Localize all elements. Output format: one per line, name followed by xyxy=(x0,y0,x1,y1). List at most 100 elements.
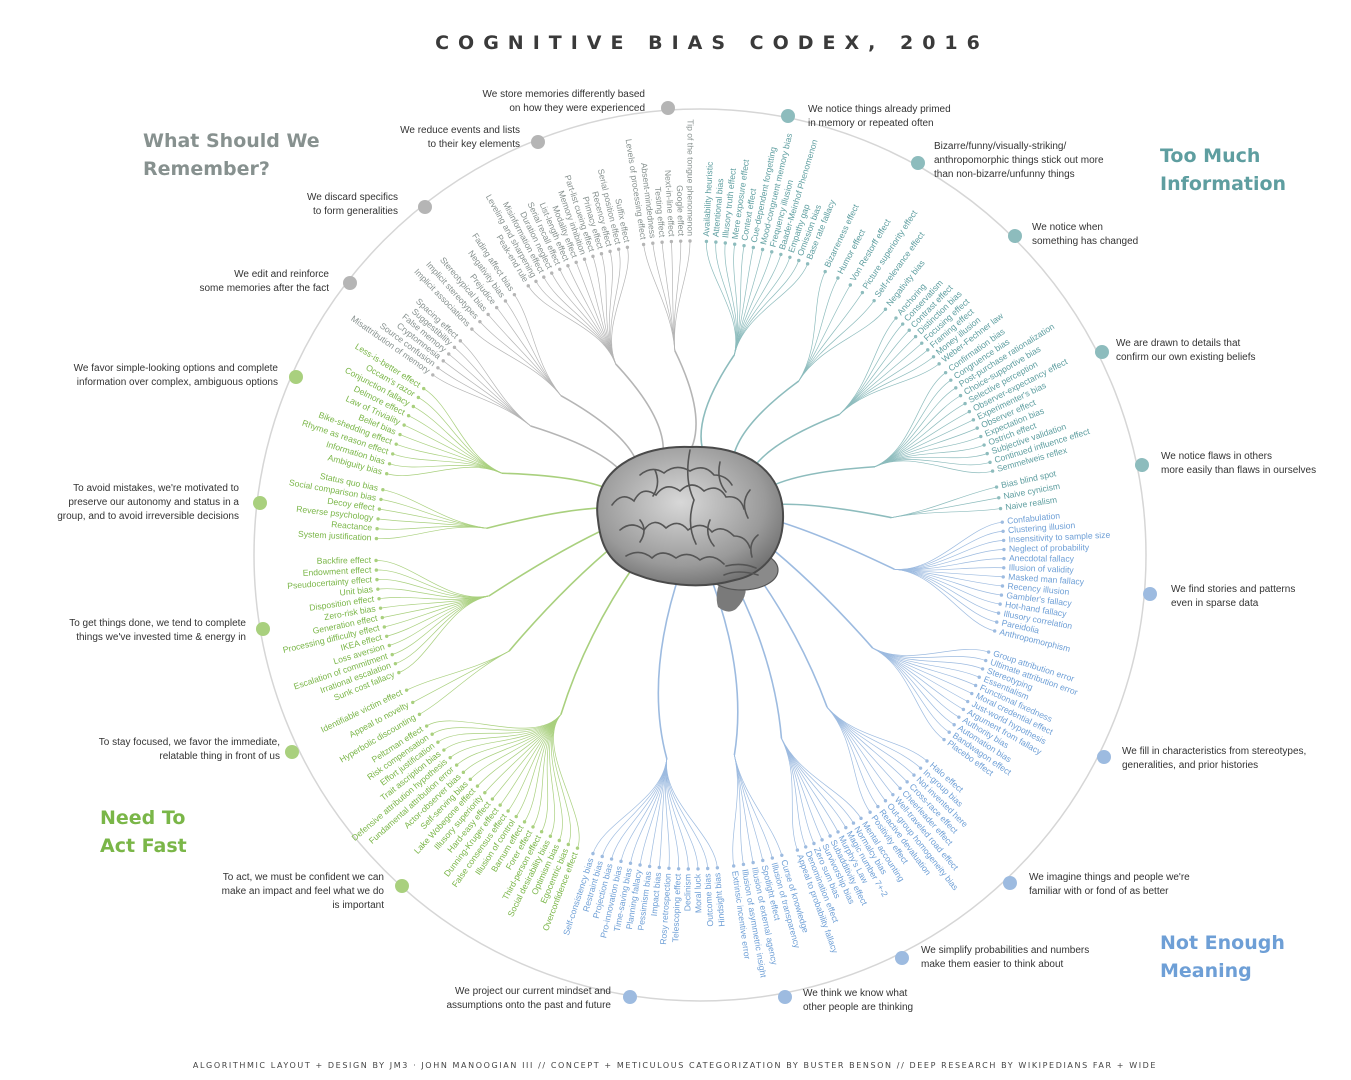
bias-dot xyxy=(379,497,383,502)
group-node-dot xyxy=(1097,750,1111,764)
bias-dot xyxy=(461,770,466,775)
branch-line xyxy=(674,240,691,351)
bias-dot xyxy=(971,418,976,422)
bias-dot xyxy=(836,830,840,834)
branch-line xyxy=(826,707,879,807)
trunk-line xyxy=(768,503,892,519)
bias-label: Testing effect xyxy=(653,186,668,238)
trunk-line xyxy=(761,465,876,492)
branch-line xyxy=(798,309,886,382)
bias-dot xyxy=(859,816,863,821)
group-node-dot xyxy=(1095,345,1109,359)
bias-dot xyxy=(557,838,561,843)
branch-line xyxy=(839,356,934,415)
quadrant-titles: Too Much Information Not Enough Meaning Need… xyxy=(100,130,1286,982)
bias-dot xyxy=(704,239,709,244)
bias-dot xyxy=(616,247,621,251)
branch-line xyxy=(891,508,1001,518)
branch-line xyxy=(398,595,490,673)
bias-dot xyxy=(431,373,435,377)
branch-line xyxy=(872,647,950,733)
bias-dot xyxy=(575,846,580,850)
group-label: To get things done, we tend to complete xyxy=(69,618,246,629)
branch-line xyxy=(559,269,617,365)
trunk-line xyxy=(700,354,736,462)
branch-line xyxy=(666,758,699,869)
group-node-dot xyxy=(253,496,267,510)
bias-dot xyxy=(377,507,382,511)
branch-line xyxy=(505,300,562,396)
bias-dot xyxy=(574,260,578,265)
group-label: To avoid mistakes, we're motivated to xyxy=(73,483,239,494)
trunk-line xyxy=(760,539,874,649)
group-label: even in sparse data xyxy=(1171,598,1259,609)
quadrant-title: Not Enough xyxy=(1160,932,1285,954)
branch-line xyxy=(673,241,682,351)
group-label: to form generalities xyxy=(313,206,398,217)
group-label: preserve our autonomy and status in a xyxy=(68,497,239,508)
group-node-dot xyxy=(256,622,270,636)
bias-label: Hindsight bias xyxy=(712,872,727,927)
bias-dot xyxy=(797,258,801,263)
trunk-line xyxy=(488,525,612,597)
bias-dot xyxy=(566,842,571,847)
bias-dot xyxy=(374,558,378,563)
branch-line xyxy=(874,387,956,468)
bias-dot xyxy=(430,732,434,736)
group-label: information over complex, ambiguous opti… xyxy=(77,377,278,388)
branch-line xyxy=(514,294,562,396)
branch-line xyxy=(798,292,863,382)
branch-line xyxy=(541,714,562,832)
branch-line xyxy=(724,242,738,355)
group-label: We notice when xyxy=(1032,222,1103,233)
branch-line xyxy=(874,460,993,473)
branch-line xyxy=(781,738,831,837)
group-label: We discard specifics xyxy=(307,192,398,203)
bias-dot xyxy=(883,799,888,803)
bias-dot xyxy=(411,404,416,409)
branch-line xyxy=(413,406,503,474)
bias-dot xyxy=(550,271,554,275)
bias-dot xyxy=(422,386,426,391)
bias-dot xyxy=(947,730,951,734)
bias-dot xyxy=(1002,556,1006,561)
branch-line xyxy=(431,714,562,735)
bias-dot xyxy=(416,395,421,400)
branch-line xyxy=(527,285,617,365)
bias-dot xyxy=(942,737,946,742)
bias-dot xyxy=(949,378,953,382)
group-label: We find stories and patterns xyxy=(1171,584,1295,595)
group-label: We imagine things and people we're xyxy=(1029,872,1190,883)
group-label: To act, we must be confident we can xyxy=(223,872,384,883)
branch-line xyxy=(437,367,531,427)
branch-line xyxy=(392,595,490,655)
outer-ring xyxy=(253,108,1147,1002)
bias-dot xyxy=(483,790,487,795)
bias-dot xyxy=(920,341,924,345)
group-node-dot xyxy=(285,745,299,759)
bias-dot xyxy=(958,393,963,398)
branch-line xyxy=(532,714,562,828)
bias-dot xyxy=(925,759,929,763)
branch-line xyxy=(426,714,562,729)
bias-dot xyxy=(990,469,995,473)
bias-label: Endowment effect xyxy=(303,565,373,578)
branch-line xyxy=(666,758,709,869)
group-node-dot xyxy=(623,990,637,1004)
bias-dot xyxy=(506,809,510,813)
trunk-line xyxy=(769,518,895,571)
bias-dot xyxy=(926,348,930,352)
bias-label: Declinism xyxy=(682,874,692,911)
branch-line xyxy=(386,466,503,476)
bias-dot xyxy=(591,254,595,259)
bias-dot xyxy=(503,299,508,303)
branch-line xyxy=(874,436,981,468)
branch-line xyxy=(666,758,718,868)
branch-line xyxy=(611,247,629,365)
bias-dot xyxy=(963,401,967,406)
branch-line xyxy=(412,650,510,703)
bias-dot xyxy=(957,715,961,719)
branch-line xyxy=(471,328,562,396)
bias-label: Anecdotal fallacy xyxy=(1009,553,1075,564)
